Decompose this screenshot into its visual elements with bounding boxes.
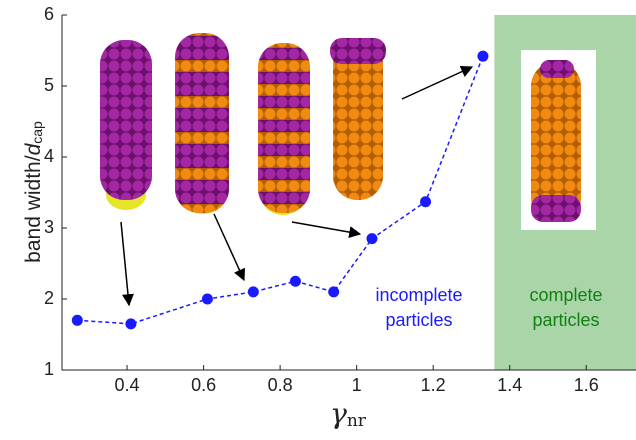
y-label-text: band width/ bbox=[22, 155, 45, 263]
y-tick-label: 5 bbox=[44, 75, 54, 95]
y-tick-label: 3 bbox=[44, 217, 54, 237]
x-label-subscript: nr bbox=[347, 411, 367, 431]
y-label-subscript: cap bbox=[29, 121, 45, 144]
region-label: particles bbox=[385, 310, 452, 330]
x-tick-label: 1.6 bbox=[574, 375, 599, 395]
region-label: particles bbox=[532, 310, 599, 330]
chart: 1 2 3 4 5 6 0.4 0.6 0.8 1 1.2 1.4 1.6 incomplete parti… bbox=[0, 0, 636, 435]
data-point bbox=[248, 286, 259, 297]
x-tick-label: 1 bbox=[352, 375, 362, 395]
data-point bbox=[125, 318, 136, 329]
y-tick-label: 2 bbox=[44, 288, 54, 308]
y-axis-label: band width/dcap bbox=[22, 121, 45, 263]
x-tick-label: 1.4 bbox=[497, 375, 522, 395]
data-point bbox=[202, 294, 213, 305]
y-tick-label: 1 bbox=[44, 359, 54, 379]
x-label-symbol: γ bbox=[330, 397, 347, 430]
region-label: complete bbox=[529, 285, 602, 305]
y-tick-label: 6 bbox=[44, 4, 54, 24]
x-tick-label: 0.6 bbox=[191, 375, 216, 395]
data-point bbox=[290, 276, 301, 287]
data-point bbox=[72, 315, 83, 326]
y-tick-label: 4 bbox=[44, 146, 54, 166]
x-axis-label: γnr bbox=[330, 397, 367, 431]
x-tick-label: 1.2 bbox=[421, 375, 446, 395]
data-point bbox=[366, 233, 377, 244]
data-point bbox=[328, 286, 339, 297]
region-label: incomplete bbox=[375, 285, 462, 305]
data-point bbox=[420, 196, 431, 207]
x-tick-label: 0.4 bbox=[115, 375, 140, 395]
data-point bbox=[477, 51, 488, 62]
x-tick-label: 0.8 bbox=[268, 375, 293, 395]
